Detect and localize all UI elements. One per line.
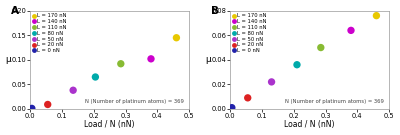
Point [44, 103, 51, 106]
Point [268, 81, 275, 83]
Point [173, 37, 180, 39]
Point [373, 15, 380, 17]
Legend: L = 170 nN, L = 140 nN, L = 110 nN, L = 80 nN, L = 50 nN, L = 20 nN, L = 0 nN: L = 170 nN, L = 140 nN, L = 110 nN, L = … [232, 12, 268, 54]
Point [348, 29, 354, 31]
Text: B: B [211, 6, 219, 16]
X-axis label: Load / N (nN): Load / N (nN) [284, 120, 335, 129]
Point [294, 64, 300, 66]
X-axis label: Load / N (nN): Load / N (nN) [84, 120, 135, 129]
Text: N (Number of platinum atoms) = 369: N (Number of platinum atoms) = 369 [86, 99, 184, 104]
Point [29, 107, 35, 109]
Point [229, 107, 235, 109]
Text: N (Number of platinum atoms) = 369: N (Number of platinum atoms) = 369 [286, 99, 384, 104]
Y-axis label: μ: μ [6, 55, 11, 64]
Point [318, 46, 324, 49]
Legend: L = 170 nN, L = 140 nN, L = 110 nN, L = 80 nN, L = 50 nN, L = 20 nN, L = 0 nN: L = 170 nN, L = 140 nN, L = 110 nN, L = … [32, 12, 68, 54]
Y-axis label: μ: μ [206, 55, 211, 64]
Point [244, 97, 251, 99]
Point [70, 89, 76, 91]
Point [148, 58, 154, 60]
Point [92, 76, 98, 78]
Point [118, 63, 124, 65]
Text: A: A [11, 6, 19, 16]
